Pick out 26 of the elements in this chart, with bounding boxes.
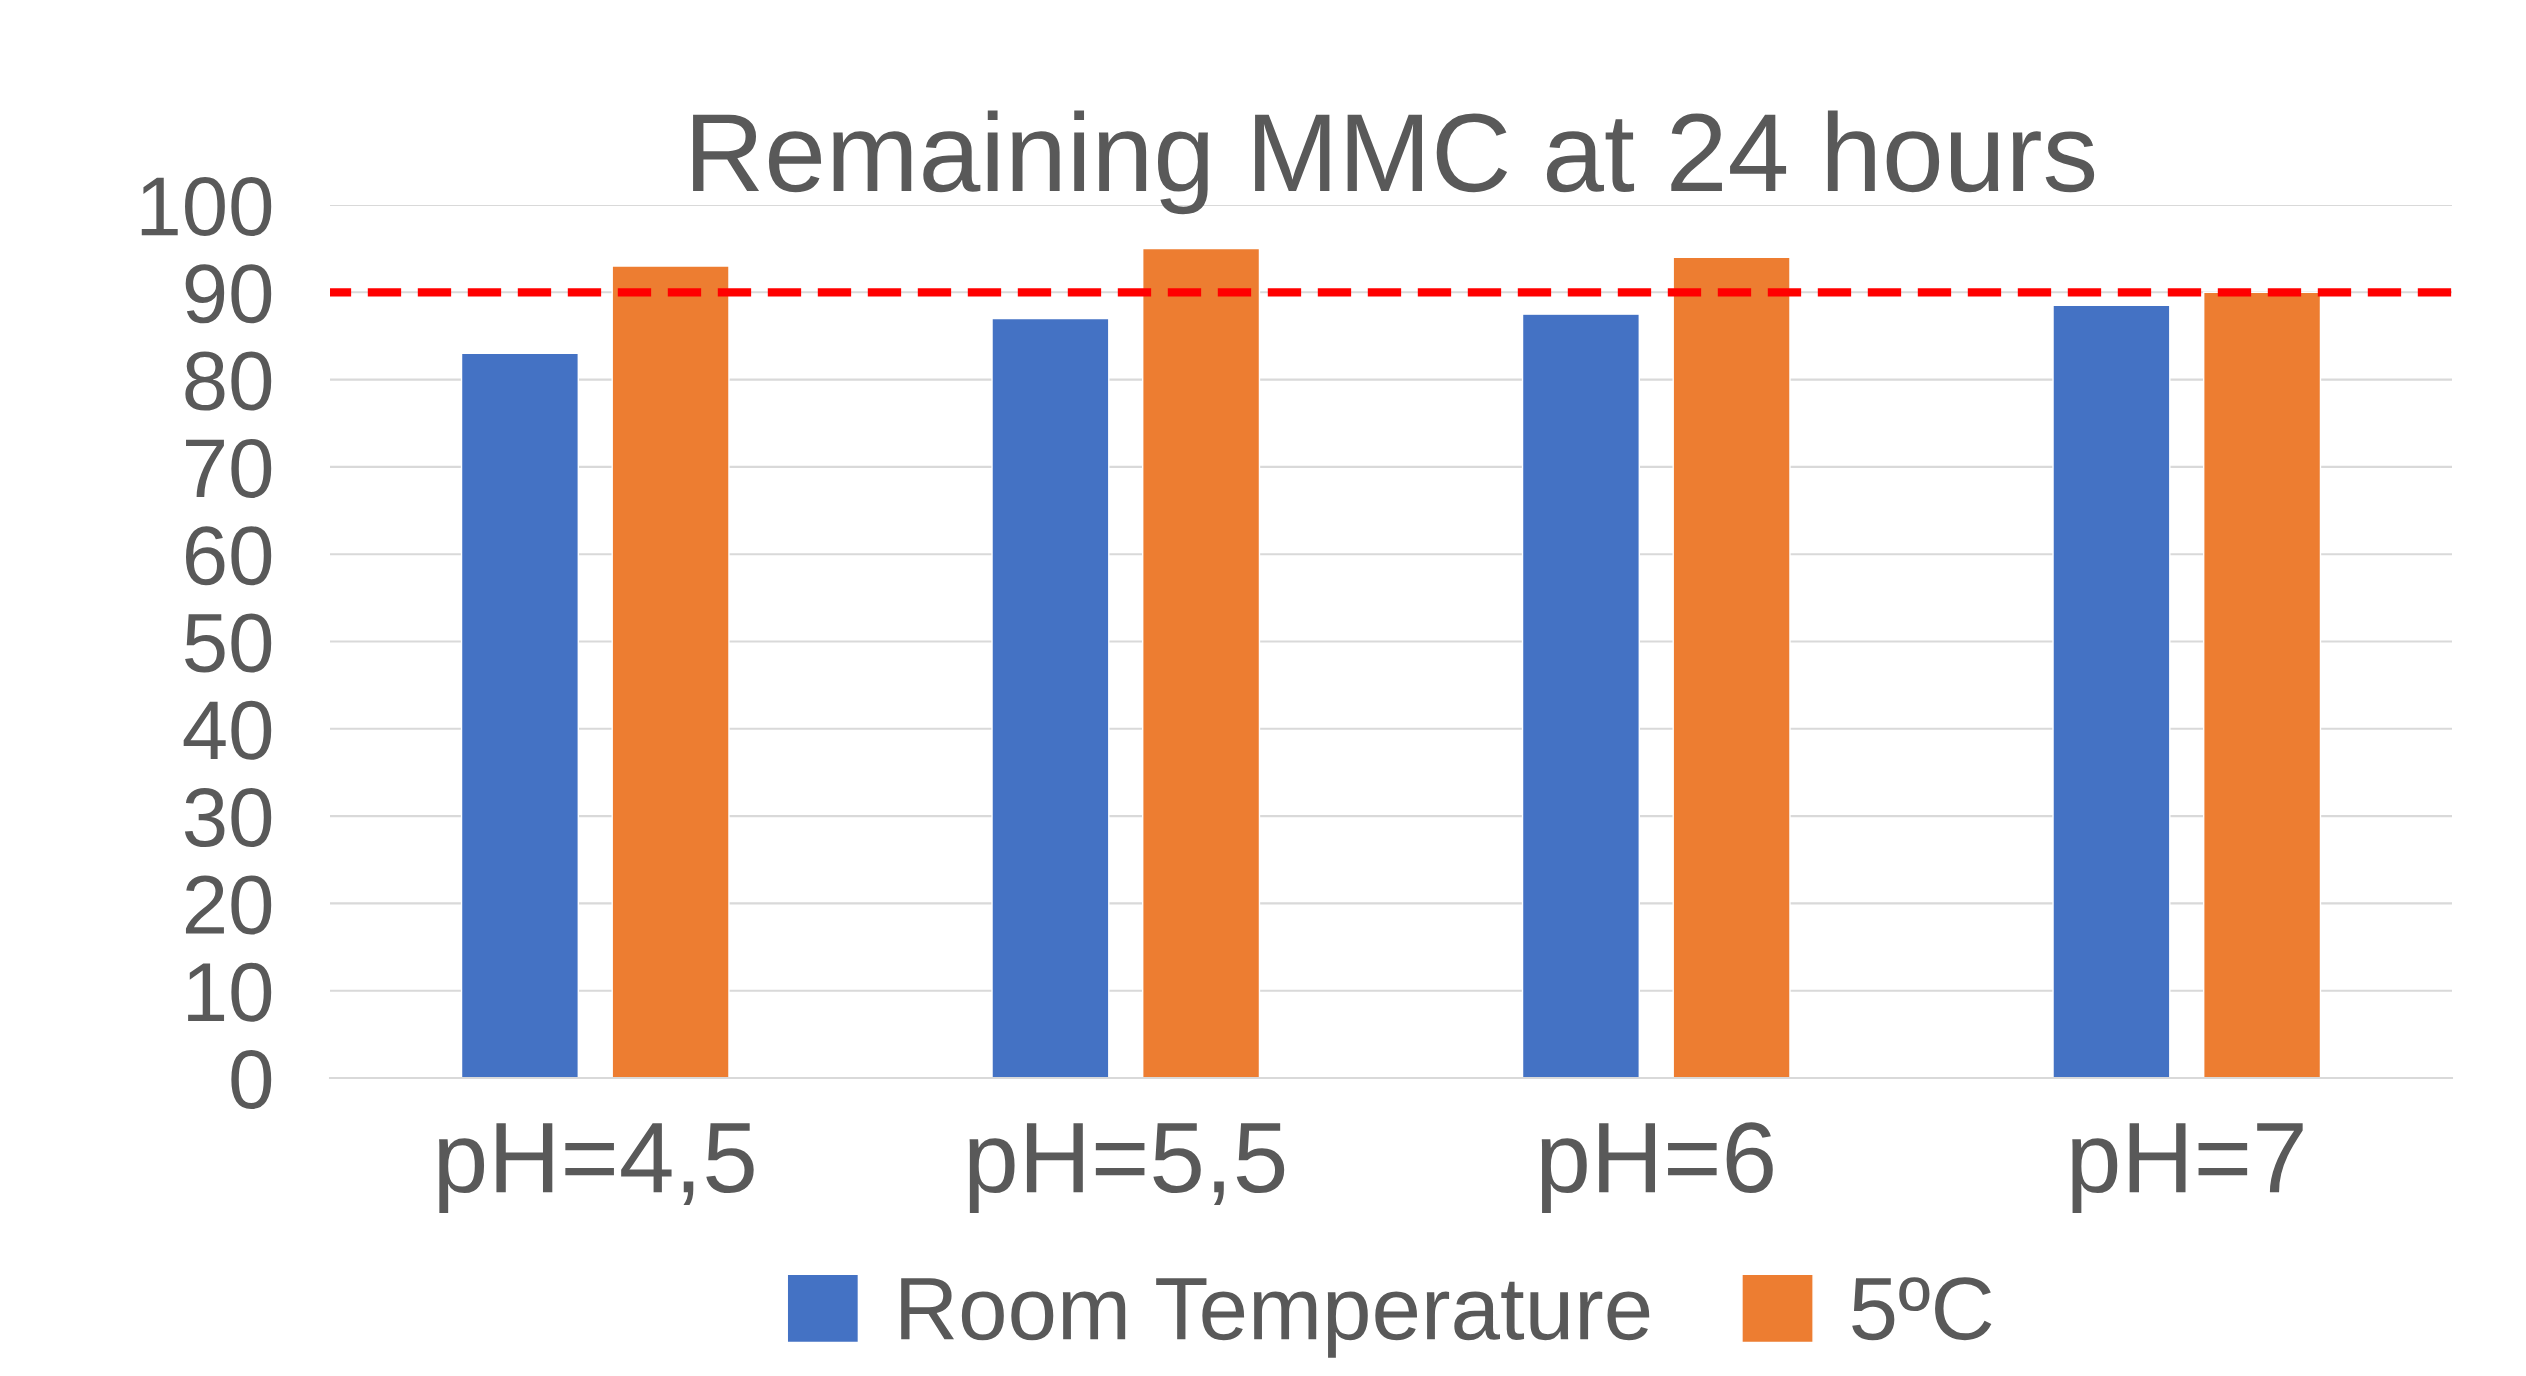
y-tick-label: 50 <box>185 613 272 673</box>
bar <box>611 265 730 1078</box>
y-tick-label: 10 <box>188 962 272 1022</box>
y-tick-label: 100 <box>141 177 272 237</box>
legend-label: Room Temperature <box>901 1278 1650 1358</box>
x-tick-label: pH=5,5 <box>969 1123 1285 1213</box>
y-tick-label: 20 <box>185 875 272 935</box>
bar <box>2052 304 2171 1078</box>
y-tick-label: 0 <box>231 1050 272 1110</box>
chart-title: Remaining MMC at 24 hours <box>693 110 2095 215</box>
bar <box>991 317 1110 1078</box>
y-tick-label: 80 <box>185 351 272 411</box>
y-tick-label: 70 <box>186 438 272 498</box>
bar <box>460 352 579 1078</box>
x-tick-label: pH=6 <box>1541 1122 1773 1213</box>
bar <box>1521 313 1640 1078</box>
y-tick-label: 90 <box>185 264 272 324</box>
bar <box>2203 291 2322 1078</box>
legend-label: 5ºC <box>1852 1277 1992 1341</box>
y-tick-label: 40 <box>183 700 272 760</box>
x-tick-label: pH=4,5 <box>439 1123 754 1213</box>
y-tick-label: 60 <box>185 526 272 586</box>
bar <box>1672 256 1791 1078</box>
x-tick-label: pH=7 <box>2072 1123 2303 1213</box>
bar <box>1142 247 1261 1078</box>
y-tick-label: 30 <box>184 788 272 848</box>
